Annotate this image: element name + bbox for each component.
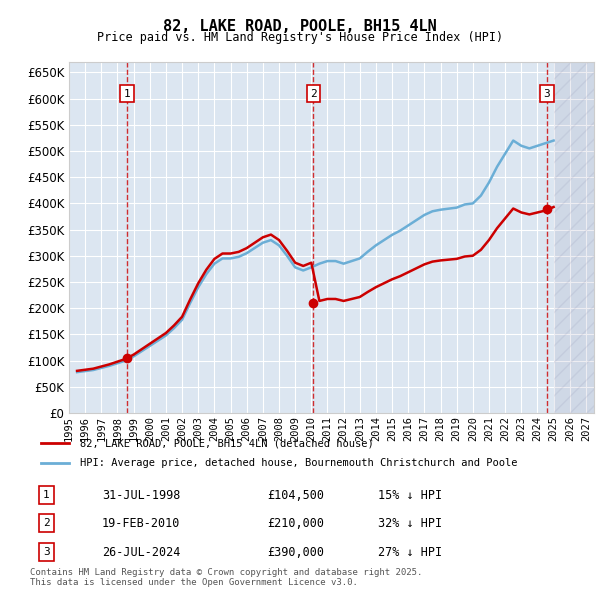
Text: Contains HM Land Registry data © Crown copyright and database right 2025.
This d: Contains HM Land Registry data © Crown c… <box>30 568 422 587</box>
Text: 82, LAKE ROAD, POOLE, BH15 4LN (detached house): 82, LAKE ROAD, POOLE, BH15 4LN (detached… <box>80 438 373 448</box>
Text: 31-JUL-1998: 31-JUL-1998 <box>102 489 180 502</box>
Text: 2: 2 <box>43 518 50 528</box>
Text: 1: 1 <box>43 490 50 500</box>
Text: HPI: Average price, detached house, Bournemouth Christchurch and Poole: HPI: Average price, detached house, Bour… <box>80 458 517 467</box>
Text: £104,500: £104,500 <box>268 489 325 502</box>
Text: 3: 3 <box>544 88 550 99</box>
Text: Price paid vs. HM Land Registry's House Price Index (HPI): Price paid vs. HM Land Registry's House … <box>97 31 503 44</box>
Text: 32% ↓ HPI: 32% ↓ HPI <box>378 517 442 530</box>
Text: 27% ↓ HPI: 27% ↓ HPI <box>378 546 442 559</box>
Text: 1: 1 <box>124 88 130 99</box>
Text: 3: 3 <box>43 548 50 558</box>
Text: £210,000: £210,000 <box>268 517 325 530</box>
Bar <box>554 62 594 413</box>
Text: 26-JUL-2024: 26-JUL-2024 <box>102 546 180 559</box>
Text: £390,000: £390,000 <box>268 546 325 559</box>
Text: 19-FEB-2010: 19-FEB-2010 <box>102 517 180 530</box>
Text: 2: 2 <box>310 88 317 99</box>
Text: 15% ↓ HPI: 15% ↓ HPI <box>378 489 442 502</box>
Text: 82, LAKE ROAD, POOLE, BH15 4LN: 82, LAKE ROAD, POOLE, BH15 4LN <box>163 19 437 34</box>
